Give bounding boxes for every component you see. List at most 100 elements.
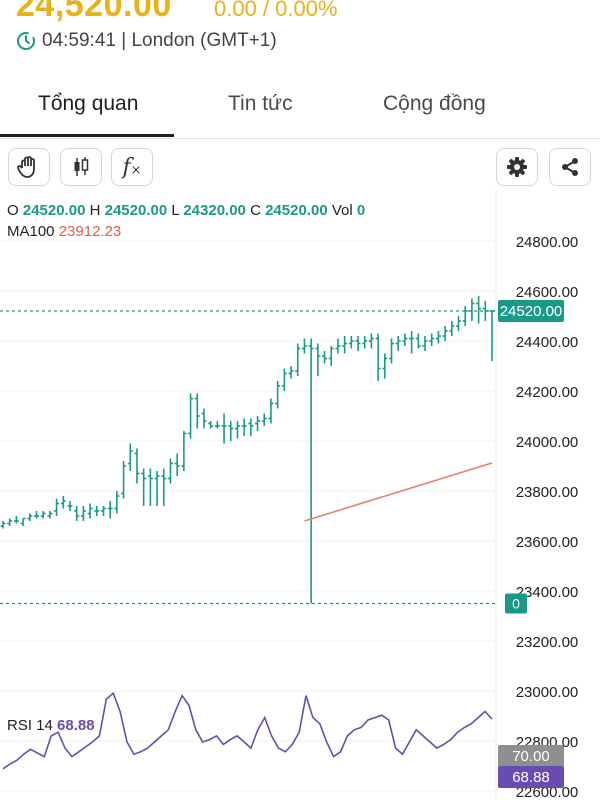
- ohlc-bar: [114, 491, 120, 514]
- ohlc-bar: [201, 408, 207, 429]
- gear-icon: [507, 157, 527, 177]
- ohlc-bar: [449, 321, 455, 336]
- ohlc-bar: [429, 333, 435, 346]
- ohlc-bar: [221, 413, 227, 444]
- ohlc-bar: [161, 468, 167, 506]
- low-marker-text: 0: [512, 596, 520, 612]
- low-label: L: [171, 202, 180, 219]
- volume-label: Vol: [331, 202, 353, 219]
- ohlc-bar: [248, 418, 254, 436]
- ohlc-bar: [261, 413, 267, 426]
- ohlc-bar: [362, 336, 368, 349]
- ohlc-bar: [476, 296, 482, 324]
- ohlc-bar: [188, 393, 194, 439]
- chart-type-button[interactable]: [60, 148, 102, 186]
- market-time: 04:59:41 | London (GMT+1): [42, 30, 277, 51]
- share-button[interactable]: [549, 148, 591, 186]
- y-tick-label: 24400.00: [516, 334, 579, 351]
- quote-header: 24,520.00 0.00 / 0.00% 04:59:41 | London…: [0, 0, 600, 70]
- ohlc-bar: [395, 336, 401, 351]
- ohlc-bar: [100, 506, 106, 516]
- y-tick-label: 24200.00: [516, 384, 579, 401]
- function-icon: f×: [122, 154, 142, 180]
- ohlc-bar: [54, 498, 60, 516]
- ohlc-bar: [181, 431, 187, 471]
- y-tick-label: 24000.00: [516, 434, 579, 451]
- ma-value: 23912.23: [58, 223, 122, 240]
- rsi-line: [2, 691, 493, 770]
- rsi-level-tag: 70.00: [498, 745, 564, 767]
- chart-settings-button[interactable]: [496, 148, 538, 186]
- ohlc-bar: [402, 333, 408, 346]
- ma-label: MA100: [7, 223, 55, 240]
- ohlc-bar: [0, 521, 6, 529]
- ohlc-bar: [228, 421, 234, 441]
- ohlc-bar: [489, 310, 495, 361]
- indicators-button[interactable]: f×: [111, 148, 153, 186]
- price-chart[interactable]: 24800.00 24600.00 24400.00 24200.00 24000.00…: [0, 190, 600, 800]
- ohlc-bar: [456, 316, 462, 331]
- rsi-value: 68.88: [57, 717, 95, 734]
- ma-readout: MA100 23912.23: [7, 223, 121, 240]
- ohlc-bar: [288, 366, 294, 379]
- clock-icon: [17, 32, 35, 50]
- ohlc-bar: [295, 343, 301, 376]
- ohlc-bar: [442, 326, 448, 341]
- ohlc-bar: [415, 333, 421, 349]
- ohlc-bar: [214, 421, 220, 429]
- ohlc-bar: [241, 418, 247, 436]
- tab-community[interactable]: Cộng đồng: [383, 92, 486, 115]
- rsi-current-tag: 68.88: [498, 766, 564, 788]
- ohlc-bar: [335, 338, 341, 354]
- ohlc-bar: [422, 336, 428, 351]
- ohlc-bar: [382, 353, 388, 379]
- ohlc-bar: [67, 501, 73, 511]
- y-tick-label: 23400.00: [516, 584, 579, 601]
- close-value: 24520.00: [265, 202, 328, 219]
- ohlc-bar: [33, 511, 39, 519]
- ohlc-bar: [107, 501, 113, 519]
- ohlc-bar: [435, 331, 441, 344]
- hand-icon: [17, 156, 35, 178]
- ohlc-bar: [167, 458, 173, 484]
- ohlc-bar: [60, 496, 66, 509]
- ohlc-bar: [47, 511, 53, 519]
- ohlc-bar: [301, 338, 307, 354]
- ohlc-bar: [94, 506, 100, 516]
- rsi-readout: RSI 14 68.88: [7, 717, 95, 734]
- ohlc-bar: [275, 381, 281, 409]
- open-value: 24520.00: [22, 202, 86, 219]
- close-label: C: [250, 202, 261, 219]
- price-change: 0.00 / 0.00%: [214, 0, 338, 21]
- ohlc-bar: [234, 421, 240, 439]
- ohlc-bar: [13, 516, 19, 524]
- ohlc-bar: [409, 331, 415, 354]
- rsi-level-tag-text: 70.00: [512, 748, 550, 765]
- drawing-tool-button[interactable]: [8, 148, 50, 186]
- rsi-current-tag-text: 68.88: [512, 769, 550, 786]
- last-price-tag-text: 24520.00: [500, 303, 563, 320]
- last-price-tag-bg: [498, 300, 564, 322]
- ohlc-bar: [7, 518, 13, 526]
- ohlc-bar: [127, 443, 133, 471]
- y-tick-label: 24600.00: [516, 284, 579, 301]
- last-price: 24,520.00: [16, 0, 172, 24]
- ohlc-bar: [80, 506, 86, 521]
- ohlc-bar: [154, 471, 160, 506]
- ohlc-readout: O 24520.00 H 24520.00 L 24320.00 C 24520…: [7, 202, 365, 219]
- tab-overview[interactable]: Tổng quan: [38, 92, 139, 115]
- low-value: 24320.00: [183, 202, 246, 219]
- tab-news[interactable]: Tin tức: [228, 92, 293, 115]
- high-value: 24520.00: [104, 202, 168, 219]
- ohlc-bar: [375, 333, 381, 381]
- ohlc-bar: [87, 503, 93, 519]
- ohlc-bar: [20, 517, 26, 526]
- ohlc-bar: [355, 336, 361, 351]
- ohlc-bar: [342, 336, 348, 354]
- low-marker-tag: 0: [505, 593, 527, 614]
- ohlc-bar: [322, 351, 328, 364]
- y-tick-label: 23600.00: [516, 534, 579, 551]
- ohlc-bar: [308, 338, 314, 604]
- tab-bar: Tổng quan Tin tức Cộng đồng: [0, 80, 600, 139]
- ohlc-bar: [27, 513, 33, 521]
